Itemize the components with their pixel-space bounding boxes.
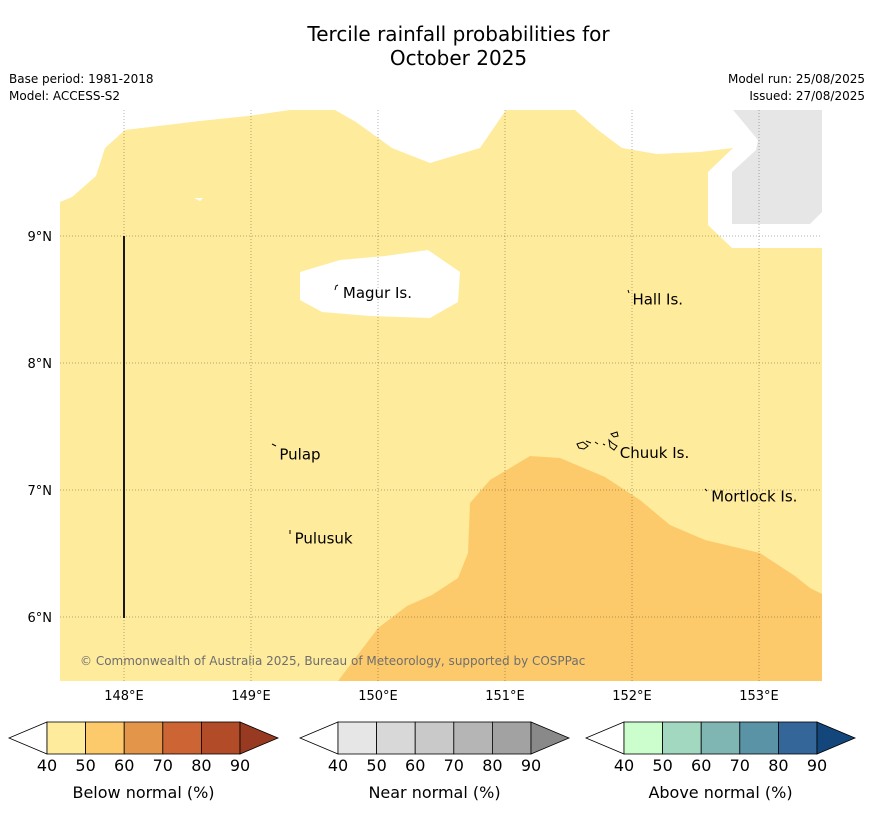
no-skill-region-north-2	[335, 110, 506, 163]
longitude-label: 148°E	[104, 689, 144, 704]
colorbar-label: Near normal (%)	[368, 783, 500, 802]
colorbar-segment	[662, 721, 702, 755]
colorbar-tick: 70	[444, 756, 464, 775]
place-label: Pulusuk	[295, 529, 353, 547]
pulap-island-shape	[271, 443, 277, 447]
longitude-label: 153°E	[739, 689, 779, 704]
colorbar-tick: 40	[328, 756, 348, 775]
chuuk-islands-shape	[576, 431, 619, 451]
colorbar-tick: 60	[405, 756, 425, 775]
no-skill-region-magur	[300, 250, 460, 318]
colorbar-tick: 40	[614, 756, 634, 775]
colorbar-tick: 90	[807, 756, 827, 775]
colorbars: 40 50 60 70 80 90 Below normal (%) 40 50 60 70 80 90…	[7, 721, 857, 802]
small-white-patch	[194, 198, 203, 201]
colorbar-segment	[414, 721, 455, 755]
model-name: Model: ACCESS-S2	[9, 89, 121, 103]
place-labels: Magur Is. Hall Is. Pulap Chuuk Is. Mortlock …	[279, 284, 797, 547]
place-label: Mortlock Is.	[711, 487, 797, 505]
title-line-2: October 2025	[389, 46, 528, 70]
longitude-label: 150°E	[358, 689, 398, 704]
colorbar-segment	[739, 721, 779, 755]
colorbar-max-extend	[239, 721, 280, 755]
colorbar-tick: 60	[114, 756, 134, 775]
below-normal-50-60-region	[338, 456, 822, 681]
model-run-date: Model run: 25/08/2025	[727, 72, 865, 86]
colorbar-tick: 50	[75, 756, 95, 775]
colorbar-min-extend	[7, 721, 48, 755]
latitude-label: 7°N	[28, 484, 53, 499]
run-info: Model run: 25/08/2025 Issued: 27/08/2025	[728, 71, 865, 105]
colorbar-segment	[85, 721, 125, 755]
title-line-1: Tercile rainfall probabilities for	[307, 22, 610, 46]
colorbar-segment	[123, 721, 164, 755]
colorbar-label: Below normal (%)	[72, 783, 214, 802]
colorbar-tick: 80	[482, 756, 502, 775]
colorbar-segment	[376, 721, 416, 755]
latitude-label: 9°N	[28, 230, 53, 245]
longitude-label: 151°E	[485, 689, 525, 704]
colorbar-max-extend	[530, 721, 571, 755]
colorbar-3: 40 50 60 70 80 90 Above normal (%)	[584, 721, 857, 802]
colorbar-1: 40 50 60 70 80 90 Below normal (%)	[7, 721, 280, 802]
place-label: Magur Is.	[343, 284, 412, 302]
colorbar-tick: 90	[521, 756, 541, 775]
colorbar-min-extend	[584, 721, 625, 755]
longitude-label: 152°E	[612, 689, 652, 704]
no-skill-region-north	[60, 110, 290, 202]
colorbar-tick: 80	[191, 756, 211, 775]
colorbar-tick: 50	[652, 756, 672, 775]
colorbar-segment	[453, 721, 493, 755]
island-outlines	[271, 284, 708, 534]
colorbar-tick: 70	[153, 756, 173, 775]
colorbar-min-extend	[298, 721, 339, 755]
colorbar-segment	[700, 721, 741, 755]
base-period: Base period: 1981-2018	[9, 72, 154, 86]
colorbar-2: 40 50 60 70 80 90 Near normal (%)	[298, 721, 571, 802]
colorbar-segment	[778, 721, 818, 755]
colorbar-tick: 50	[366, 756, 386, 775]
model-info: Base period: 1981-2018 Model: ACCESS-S2	[9, 71, 154, 105]
latitude-labels: 9°N 8°N 7°N 6°N	[28, 230, 53, 626]
latitude-label: 6°N	[28, 611, 53, 626]
copyright-notice: © Commonwealth of Australia 2025, Bureau…	[80, 654, 585, 668]
colorbar-segment	[200, 721, 241, 755]
issued-date: Issued: 27/08/2025	[749, 89, 865, 103]
colorbar-segment	[337, 721, 377, 755]
latitude-label: 8°N	[28, 357, 53, 372]
longitude-labels: 148°E 149°E 150°E 151°E 152°E 153°E	[104, 689, 779, 704]
place-label: Chuuk Is.	[620, 444, 689, 462]
hall-island-shape	[627, 289, 630, 294]
dry-season-mask-region	[732, 110, 822, 224]
colorbar-segment	[46, 721, 86, 755]
colorbar-tick: 90	[230, 756, 250, 775]
magur-island-shape	[334, 284, 339, 291]
map-title: Tercile rainfall probabilities for Octob…	[0, 22, 873, 70]
colorbar-segment	[491, 721, 532, 755]
colorbar-tick: 80	[768, 756, 788, 775]
colorbar-tick: 70	[730, 756, 750, 775]
colorbar-label: Above normal (%)	[648, 783, 792, 802]
colorbar-tick: 60	[691, 756, 711, 775]
colorbar-tick: 40	[37, 756, 57, 775]
colorbar-segment	[162, 721, 202, 755]
place-label: Hall Is.	[632, 291, 683, 309]
graticule	[60, 110, 822, 681]
mortlock-island-shape	[704, 488, 708, 492]
place-label: Pulap	[279, 445, 320, 463]
longitude-label: 149°E	[231, 689, 271, 704]
map-fill-layer	[60, 110, 822, 681]
colorbar-max-extend	[816, 721, 857, 755]
colorbar-segment	[623, 721, 663, 755]
